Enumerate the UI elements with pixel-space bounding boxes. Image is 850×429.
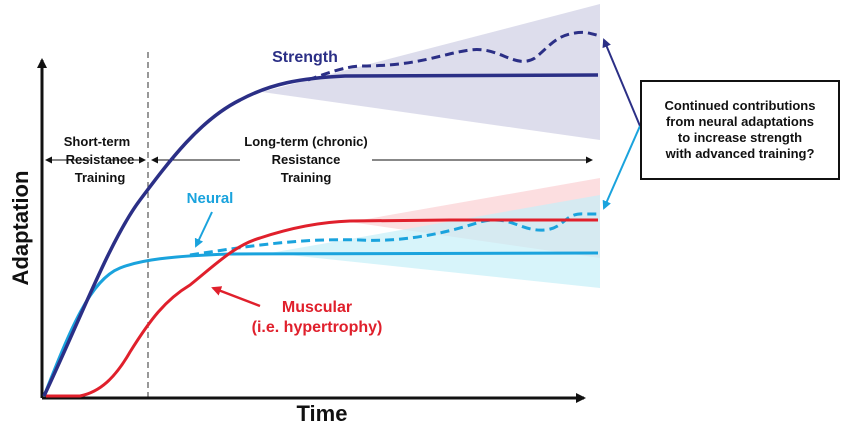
muscular-sublabel: (i.e. hypertrophy) xyxy=(252,319,383,336)
callout-line-3: to increase strength xyxy=(677,130,803,145)
strength-band xyxy=(262,4,600,140)
neural-curve xyxy=(42,251,599,397)
neural-label: Neural xyxy=(187,190,234,207)
short-term-label-line2: Resistance xyxy=(66,152,135,167)
neural-pointer-arrow xyxy=(194,211,213,248)
callout-to-neural-arrow xyxy=(602,125,641,210)
neural-dashed-curve xyxy=(189,212,598,257)
callout-line-1: Continued contributions xyxy=(664,98,816,113)
neural-band xyxy=(270,195,600,288)
strength-dashed-curve xyxy=(307,30,601,82)
long-term-label-line2: Resistance xyxy=(272,152,341,167)
callout-line-4: with advanced training? xyxy=(665,146,815,161)
x-axis-label: Time xyxy=(297,401,348,426)
callout-box: Continued contributions from neural adap… xyxy=(640,80,840,180)
muscular-curve xyxy=(46,218,598,398)
muscular-pointer-arrow xyxy=(211,286,261,308)
callout-to-strength-arrow xyxy=(602,38,641,127)
y-axis-label: Adaptation xyxy=(8,171,33,286)
short-term-label-line1: Short-term xyxy=(64,134,130,149)
strength-curve xyxy=(42,73,599,397)
callout-line-2: from neural adaptations xyxy=(665,114,815,129)
strength-label: Strength xyxy=(272,49,338,66)
short-term-label-line3: Training xyxy=(75,170,126,185)
long-term-label-line1: Long-term (chronic) xyxy=(244,134,368,149)
muscular-label: Muscular xyxy=(282,299,352,316)
long-term-label-line3: Training xyxy=(281,170,332,185)
